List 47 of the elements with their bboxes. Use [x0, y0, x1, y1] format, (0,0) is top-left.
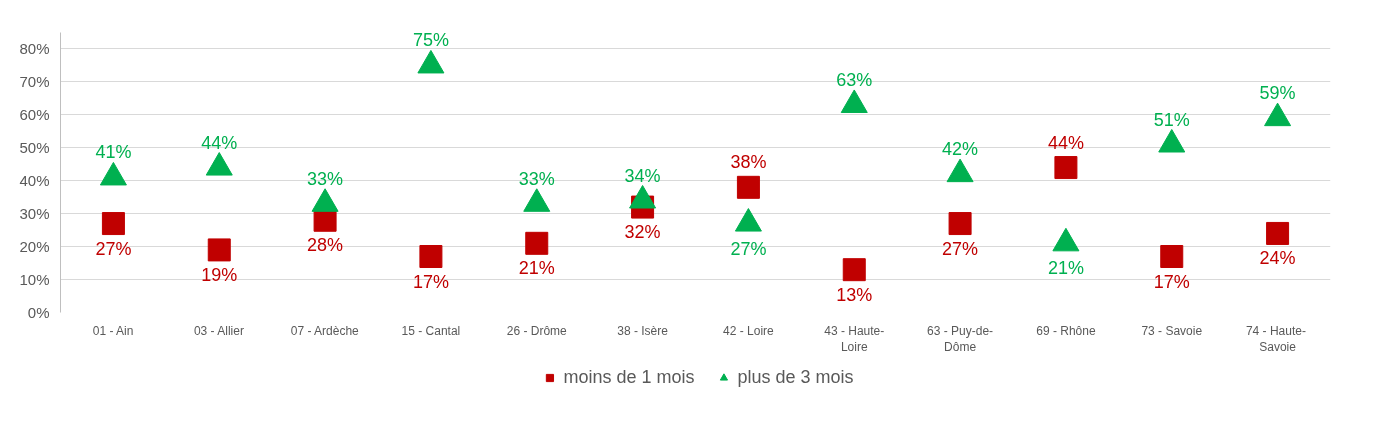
data-label: 33%	[307, 168, 344, 189]
x-tick-label: 26 - Drôme	[506, 323, 568, 338]
y-tick-label: 80%	[19, 40, 50, 58]
data-label: 32%	[624, 222, 661, 243]
y-tick-label: 40%	[19, 172, 50, 190]
data-label: 34%	[624, 165, 661, 186]
data-label: 38%	[730, 152, 767, 173]
legend-label: plus de 3 mois	[737, 366, 854, 388]
data-label: 33%	[518, 168, 555, 189]
legend-label: moins de 1 mois	[563, 366, 695, 388]
data-label: 63%	[836, 69, 873, 90]
data-label: 17%	[412, 271, 449, 292]
x-tick-label: 74 - Haute-Savoie	[1245, 323, 1306, 355]
data-label: 21%	[1047, 258, 1084, 279]
y-tick-label: 20%	[19, 238, 50, 256]
data-label: 19%	[201, 264, 238, 285]
data-label: 75%	[412, 30, 449, 51]
data-label: 27%	[942, 238, 979, 259]
y-tick-label: 30%	[19, 205, 50, 223]
data-label: 27%	[95, 238, 132, 259]
x-tick-label: 38 - Isère	[617, 323, 669, 338]
data-label: 13%	[836, 284, 873, 305]
x-tick-label: 07 - Ardèche	[290, 323, 360, 338]
y-tick-label: 10%	[19, 271, 50, 289]
x-tick-label: 43 - Haute-Loire	[824, 323, 885, 355]
data-label: 59%	[1259, 83, 1296, 104]
x-tick-label: 42 - Loire	[723, 323, 775, 338]
data-label: 24%	[1259, 248, 1296, 269]
data-label: 17%	[1153, 271, 1190, 292]
y-tick-label: 70%	[19, 73, 50, 91]
y-tick-label: 50%	[19, 139, 50, 157]
data-label: 41%	[95, 142, 132, 163]
x-tick-label: 69 - Rhône	[1036, 323, 1096, 338]
x-tick-label: 63 - Puy-de-Dôme	[927, 323, 994, 355]
y-tick-label: 0%	[27, 304, 50, 321]
data-label: 44%	[201, 132, 238, 153]
data-label: 27%	[730, 238, 767, 259]
data-label: 21%	[518, 258, 555, 279]
x-tick-label: 73 - Savoie	[1141, 323, 1203, 338]
data-label: 51%	[1153, 109, 1190, 130]
data-label: 28%	[307, 235, 344, 256]
x-tick-label: 01 - Ain	[92, 323, 134, 338]
data-label: 44%	[1047, 132, 1084, 153]
y-tick-label: 60%	[19, 106, 50, 124]
x-tick-label: 15 - Cantal	[401, 323, 461, 338]
data-label: 42%	[942, 139, 979, 160]
x-tick-label: 03 - Allier	[193, 323, 244, 338]
